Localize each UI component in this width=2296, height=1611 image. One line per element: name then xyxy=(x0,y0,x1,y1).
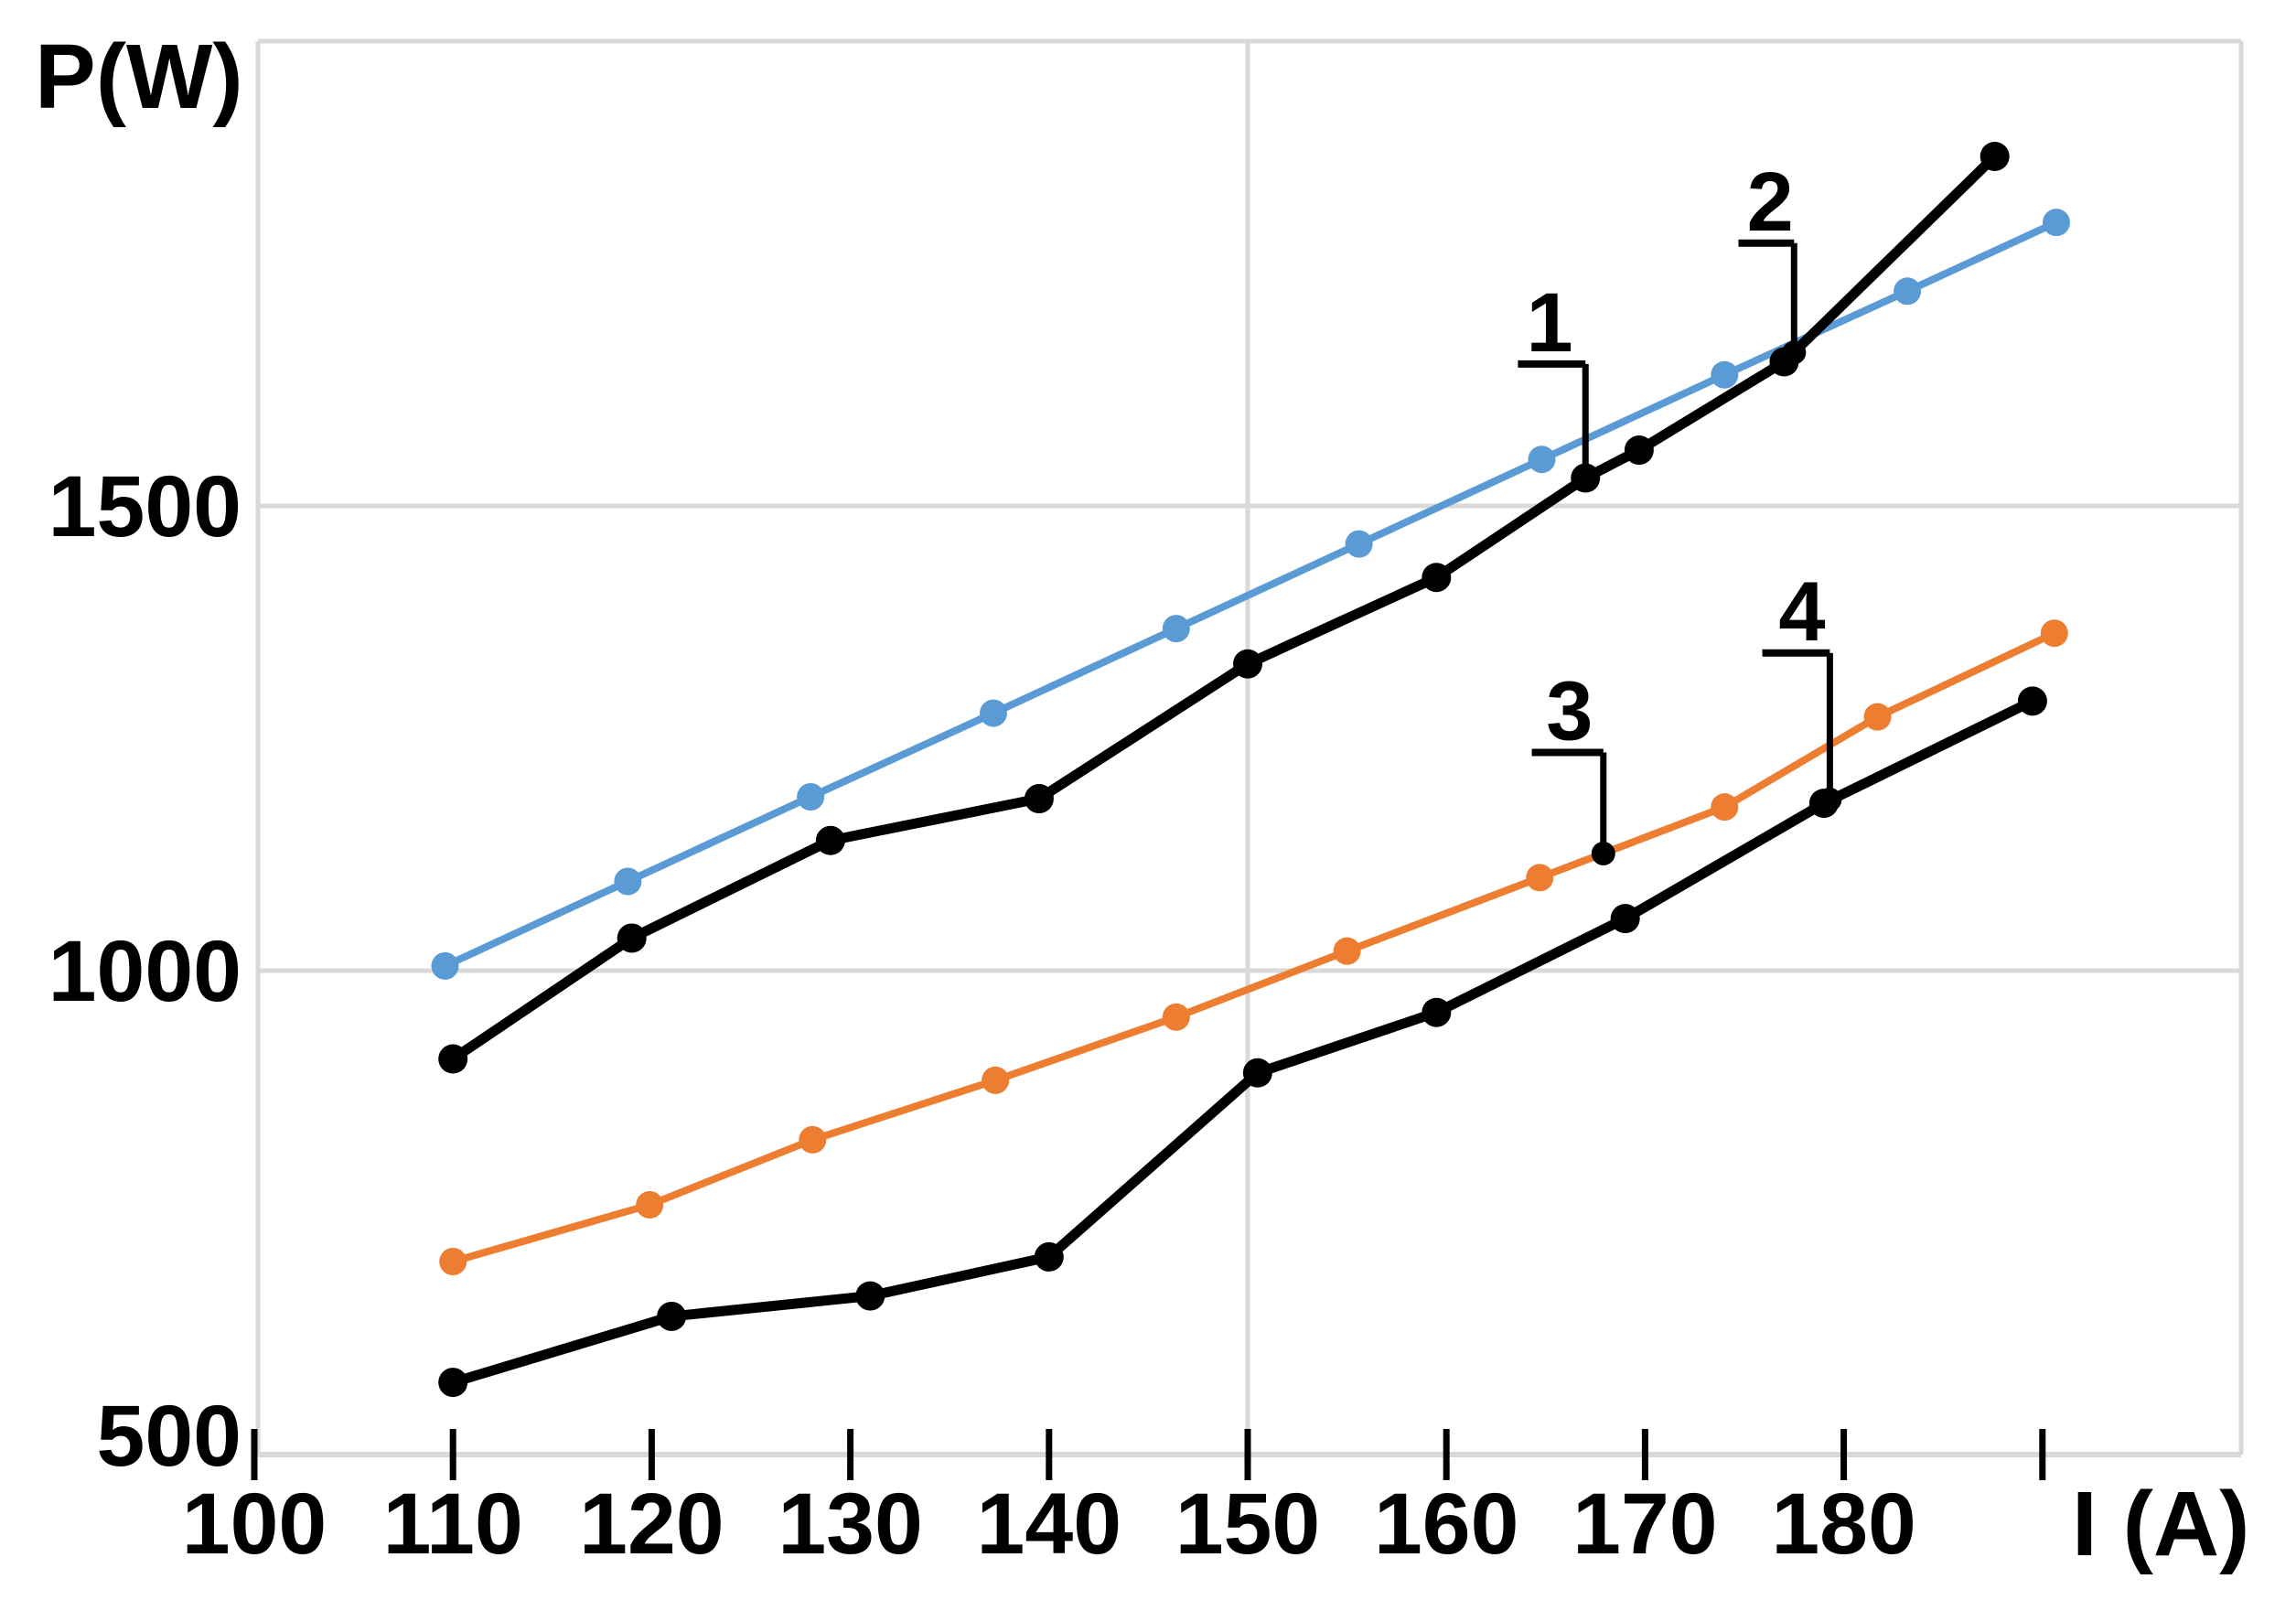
curve-1-black-upper-point xyxy=(1233,649,1262,679)
callout-1: 1 xyxy=(1518,276,1598,490)
curve-3-orange-point xyxy=(2040,619,2068,648)
curve-1-black-upper-point xyxy=(815,825,845,855)
curve-3-orange-point xyxy=(1333,937,1361,965)
curve-3-orange-point xyxy=(636,1191,664,1219)
series-lines xyxy=(431,141,2071,1398)
curve-2-blue-point xyxy=(1162,615,1190,643)
callout-2-pointer-dot xyxy=(1782,340,1807,365)
curve-4-black-lower-point xyxy=(1610,904,1640,934)
curve-number-callouts: 1 2 3 4 xyxy=(1518,156,1842,865)
callout-4-pointer-dot xyxy=(1818,788,1842,812)
x-tick-label-180: 180 xyxy=(1771,1476,1916,1573)
x-axis-ticks xyxy=(251,1429,2046,1480)
curve-4-black-lower-point xyxy=(657,1301,687,1331)
callout-label-3: 3 xyxy=(1546,665,1593,758)
curve-3-orange xyxy=(439,619,2068,1276)
callout-label-1: 1 xyxy=(1527,276,1573,370)
curve-3-orange-point xyxy=(1711,793,1739,822)
x-tick-labels: 100 110 120 130 140 150 160 170 180 xyxy=(182,1476,1916,1573)
x-tick-label-130: 130 xyxy=(778,1476,923,1573)
curve-2-blue-point xyxy=(1528,446,1556,474)
curve-2-blue-point xyxy=(1894,277,1922,306)
curve-2-blue-point xyxy=(431,951,459,980)
x-tick-label-140: 140 xyxy=(977,1476,1122,1573)
curve-1-black-upper-point xyxy=(617,923,647,953)
curve-1-black-upper-point xyxy=(1422,563,1452,593)
y-tick-label-1500: 1500 xyxy=(48,458,241,555)
x-tick-label-170: 170 xyxy=(1572,1476,1718,1573)
curve-4-black-lower-point xyxy=(855,1281,885,1311)
curve-3-orange-point xyxy=(1526,864,1554,892)
x-tick-label-150: 150 xyxy=(1175,1476,1321,1573)
callout-label-4: 4 xyxy=(1778,565,1825,659)
curve-4-black-lower-point xyxy=(2017,686,2047,716)
curve-4-black-lower-point xyxy=(438,1368,468,1398)
curve-1-black-upper-line xyxy=(447,151,2001,1065)
curve-1-black-upper-point xyxy=(1979,141,2010,171)
y-tick-label-1000: 1000 xyxy=(48,923,241,1020)
callout-1-pointer-dot xyxy=(1573,466,1598,490)
x-axis-title: I (A) xyxy=(2072,1473,2249,1575)
curve-4-black-lower-point xyxy=(1422,997,1452,1027)
curve-3-orange-point xyxy=(982,1066,1010,1094)
curve-2-blue-point xyxy=(1711,360,1739,389)
curve-1-black-upper-point xyxy=(1024,784,1054,814)
curve-2-blue-point xyxy=(614,867,642,896)
y-tick-labels: 500 1000 1500 xyxy=(48,458,241,1485)
x-tick-label-100: 100 xyxy=(182,1476,327,1573)
curve-4-black-lower-point xyxy=(1034,1241,1064,1272)
curve-3-orange-point xyxy=(1162,1003,1190,1031)
callout-2: 2 xyxy=(1738,156,1807,365)
curve-2-blue-point xyxy=(979,699,1007,727)
curve-3-orange-line xyxy=(449,629,2058,1266)
curve-1-black-upper-point xyxy=(438,1044,468,1074)
y-tick-label-500: 500 xyxy=(96,1388,241,1485)
callout-4: 4 xyxy=(1762,565,1842,812)
callout-3-pointer-dot xyxy=(1591,841,1615,865)
callout-3: 3 xyxy=(1531,665,1615,865)
x-tick-label-120: 120 xyxy=(579,1476,724,1573)
callout-label-2: 2 xyxy=(1747,156,1794,249)
curve-4-black-lower-point xyxy=(1242,1058,1272,1088)
x-tick-label-160: 160 xyxy=(1374,1476,1519,1573)
curve-3-orange-point xyxy=(1863,703,1892,731)
curve-2-blue-point xyxy=(1345,530,1373,558)
curve-4-black-lower-line xyxy=(447,695,2038,1388)
curve-2-blue-point xyxy=(2043,209,2071,237)
curve-3-orange-point xyxy=(439,1248,467,1276)
curve-1-black-upper-point xyxy=(1624,435,1654,466)
y-axis-title: P(W) xyxy=(35,26,243,128)
curve-4-black-lower xyxy=(438,686,2047,1398)
x-tick-label-110: 110 xyxy=(383,1476,523,1573)
curve-2-blue-point xyxy=(797,783,825,811)
curve-3-orange-point xyxy=(799,1125,827,1154)
